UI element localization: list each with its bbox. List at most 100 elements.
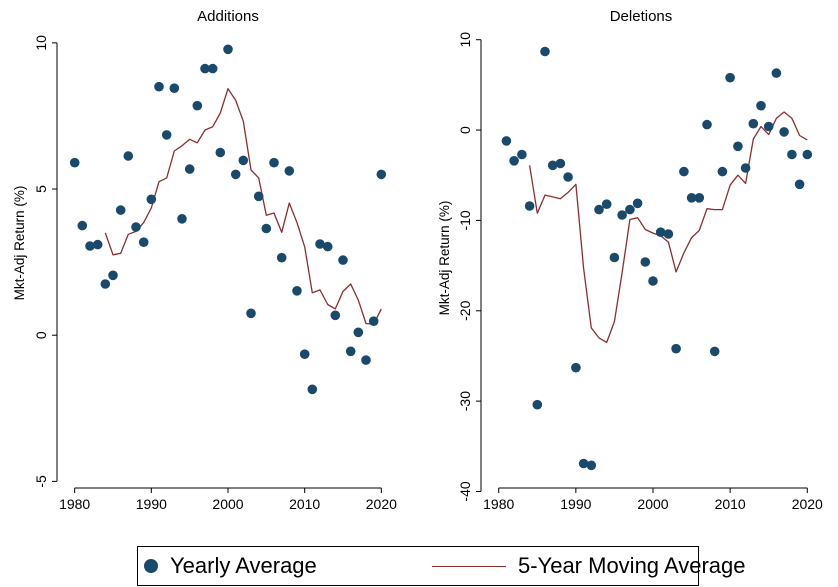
x-tick-label: 2020 [366, 496, 397, 512]
x-tick-label: 1980 [59, 496, 90, 512]
data-point [322, 241, 333, 252]
legend-line-marker [432, 565, 506, 567]
data-point [625, 204, 635, 215]
plot-area-deletions: -40 -30 -20 -10 0 10 1980 1990 2000 2010 2020 [457, 32, 823, 512]
data-point [376, 169, 387, 180]
data-point [345, 346, 356, 357]
data-point [292, 286, 302, 296]
y-tick-label: -10 [457, 210, 473, 230]
moving-average-line [104, 88, 382, 325]
moving-average-line [528, 111, 808, 344]
x-tick-label: 2010 [715, 496, 746, 512]
data-point [547, 160, 558, 171]
x-tick-label: 2020 [792, 496, 823, 512]
data-point [517, 149, 527, 160]
data-point [307, 384, 318, 395]
data-point [709, 346, 720, 357]
data-point [92, 239, 103, 250]
data-point [555, 158, 566, 169]
data-point [740, 163, 751, 173]
data-point [617, 210, 627, 220]
y-tick-label: 0 [457, 126, 473, 134]
x-tick-label: 2010 [289, 496, 320, 512]
legend-item-yearly: Yearly Average [144, 547, 317, 585]
y-tick-label: 5 [33, 185, 49, 193]
data-point [540, 46, 550, 57]
data-point [578, 458, 589, 469]
x-tick-label: 1990 [136, 496, 167, 512]
legend: Yearly Average 5-Year Moving Average [137, 546, 746, 586]
legend-dot-marker [144, 559, 158, 573]
data-point [276, 252, 287, 263]
data-point [238, 155, 249, 166]
data-point [246, 308, 256, 319]
data-point [69, 157, 80, 168]
data-point [733, 141, 743, 152]
data-point [161, 130, 172, 140]
data-point [184, 164, 195, 174]
data-point [223, 44, 233, 55]
data-point [261, 223, 272, 234]
data-point [501, 136, 512, 146]
legend-item-moving-average: 5-Year Moving Average [432, 547, 746, 585]
data-point [756, 100, 766, 111]
data-point [787, 149, 797, 160]
data-point [200, 63, 210, 74]
x-tick-label: 1980 [483, 496, 514, 512]
x-tick-label: 1990 [560, 496, 591, 512]
y-tick-label: 0 [33, 331, 49, 339]
data-point [115, 205, 126, 215]
data-point [694, 193, 705, 203]
data-point [138, 237, 149, 247]
data-point [632, 198, 643, 209]
data-point [123, 151, 134, 161]
panel-deletions: Deletions Mkt-Adj Return (%) -40 -30 -20 -1… [437, 8, 823, 512]
data-point [509, 156, 519, 166]
plot-area-additions: -5 0 5 10 1980 1990 2000 2010 2020 [33, 35, 397, 512]
y-tick-label: 10 [33, 35, 49, 51]
data-point [609, 252, 620, 263]
y-tick-label: -30 [457, 391, 473, 411]
data-point [146, 194, 157, 205]
data-point [169, 83, 180, 93]
data-point [640, 257, 651, 267]
data-point [725, 72, 735, 83]
data-point [571, 362, 581, 373]
data-point [77, 220, 88, 231]
panel-additions: Additions Mkt-Adj Return (%) -5 0 5 10 1980 1… [12, 8, 397, 512]
data-point [802, 149, 813, 160]
data-point [586, 460, 597, 471]
data-point [763, 121, 774, 132]
data-point [230, 169, 241, 180]
data-point [524, 201, 535, 211]
data-point [748, 118, 759, 129]
data-point [717, 166, 728, 177]
data-point [779, 127, 789, 137]
data-point [663, 229, 674, 239]
y-tick-label: -5 [33, 475, 49, 488]
data-point [679, 166, 689, 177]
y-axis-label-deletions: Mkt-Adj Return (%) [437, 201, 452, 316]
panel-title-additions: Additions [197, 8, 259, 25]
data-point [192, 100, 203, 111]
y-tick-label: 10 [457, 32, 473, 48]
data-point [100, 279, 111, 289]
data-point [353, 327, 364, 338]
data-point [655, 227, 666, 237]
data-point [368, 316, 379, 327]
data-point [269, 157, 279, 168]
data-point [154, 81, 164, 92]
data-point [648, 276, 658, 286]
data-point [361, 355, 371, 365]
data-point [594, 204, 604, 215]
data-point [771, 68, 782, 78]
data-point [702, 119, 712, 130]
x-tick-label: 2000 [212, 496, 243, 512]
legend-label-moving-average: 5-Year Moving Average [518, 553, 746, 578]
data-point [330, 310, 341, 321]
data-point [207, 63, 218, 74]
data-point [671, 343, 681, 354]
data-point [686, 193, 697, 203]
x-tick-label: 2000 [637, 496, 668, 512]
data-point [532, 399, 543, 410]
